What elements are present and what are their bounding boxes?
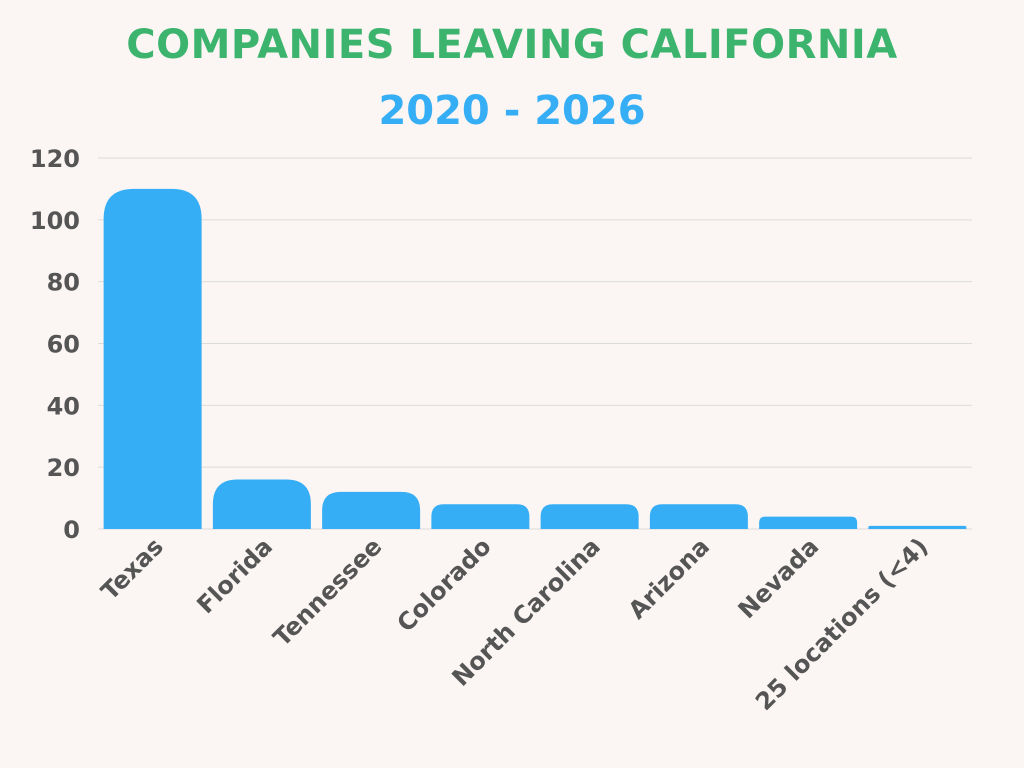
chart-subtitle: 2020 - 2026 [378, 88, 646, 134]
bar-nevada [759, 516, 858, 529]
chart-title: COMPANIES LEAVING CALIFORNIA [126, 22, 898, 68]
bar-25-locations-4 [868, 525, 967, 529]
bar-texas [103, 188, 202, 529]
y-tick-label: 100 [30, 207, 80, 235]
y-tick-label: 40 [47, 392, 80, 420]
grid-lines [98, 157, 972, 530]
x-tick-label: Tennessee [268, 532, 388, 652]
x-tick-label: Arizona [623, 532, 715, 624]
x-tick-label: Nevada [733, 532, 825, 624]
y-tick-label: 60 [47, 331, 80, 359]
y-tick-label: 20 [47, 454, 80, 482]
x-tick-label: Texas [96, 532, 169, 605]
y-tick-label: 80 [47, 269, 80, 297]
bar-north-carolina [540, 504, 639, 529]
bars [103, 188, 967, 529]
bar-arizona [649, 504, 748, 529]
bar-colorado [431, 504, 530, 529]
y-axis-ticks: 0 20 40 60 80 100 120 [30, 145, 80, 544]
y-tick-label: 0 [63, 516, 80, 544]
bar-tennessee [322, 491, 421, 529]
bar-florida [212, 479, 311, 529]
x-tick-label: Florida [191, 532, 278, 619]
x-tick-label: Colorado [392, 532, 497, 637]
y-tick-label: 120 [30, 145, 80, 173]
